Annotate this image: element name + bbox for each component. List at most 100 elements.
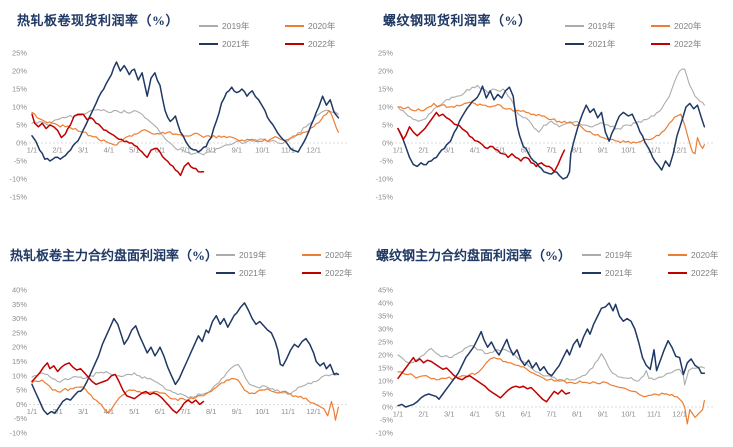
y-tick-label: 15% (12, 357, 27, 366)
x-tick-label: 7/1 (546, 146, 556, 155)
y-tick-label: 20% (12, 343, 27, 352)
y-tick-label: 25% (378, 338, 393, 347)
y-tick-label: 0% (16, 139, 27, 148)
x-tick-label: 6/1 (155, 146, 165, 155)
series-line-2020 (31, 109, 339, 146)
legend-item-2020: 2020年 (285, 20, 371, 31)
chart-legend: 2019年 2020年 2021年 2022年 (582, 249, 733, 278)
legend-swatch-icon (582, 271, 601, 274)
series-line-2020 (31, 377, 339, 421)
x-tick-label: 12/1 (306, 407, 321, 416)
series-line-2020 (397, 356, 705, 425)
legend-swatch-icon (302, 271, 321, 274)
x-tick-label: 11/1 (281, 146, 295, 155)
x-tick-label: 2/1 (52, 407, 62, 416)
y-tick-label: 0% (382, 403, 393, 412)
y-tick-label: 20% (12, 67, 27, 76)
legend-swatch-icon (199, 42, 218, 45)
legend-swatch-icon (216, 271, 235, 274)
legend-swatch-icon (302, 253, 321, 256)
legend-label: 2019年 (239, 249, 267, 260)
legend-item-2022: 2022年 (651, 38, 733, 49)
legend-swatch-icon (651, 24, 670, 27)
legend-swatch-icon (285, 24, 304, 27)
y-tick-label: 20% (378, 351, 393, 360)
legend-label: 2021年 (605, 267, 633, 278)
x-tick-label: 12/1 (672, 146, 687, 155)
y-tick-label: 5% (16, 386, 27, 395)
legend-item-2022: 2022年 (302, 267, 388, 278)
legend-item-2019: 2019年 (216, 249, 302, 260)
x-tick-label: 4/1 (470, 410, 480, 419)
x-tick-label: 5/1 (495, 146, 505, 155)
legend-swatch-icon (216, 253, 235, 256)
y-tick-label: 5% (382, 390, 393, 399)
y-tick-label: -15% (9, 193, 27, 202)
y-tick-label: 25% (12, 328, 27, 337)
y-tick-label: 0% (16, 400, 27, 409)
x-tick-label: 11/1 (647, 410, 661, 419)
series-line-2022 (31, 362, 205, 414)
y-tick-label: 40% (12, 286, 27, 295)
chart-legend: 2019年 2020年 2021年 2022年 (565, 20, 733, 49)
y-tick-label: 0% (382, 139, 393, 148)
series-line-2022 (31, 113, 205, 177)
y-tick-label: -10% (9, 429, 27, 438)
legend-label: 2022年 (308, 38, 336, 49)
series-line-2019 (397, 345, 705, 386)
x-tick-label: 11/1 (647, 146, 661, 155)
x-tick-label: 6/1 (155, 407, 165, 416)
y-tick-label: 10% (12, 371, 27, 380)
y-tick-label: -10% (9, 175, 27, 184)
x-tick-label: 1/1 (27, 146, 37, 155)
series-line-2021 (397, 302, 706, 408)
legend-label: 2020年 (325, 249, 353, 260)
legend-item-2019: 2019年 (582, 249, 668, 260)
y-tick-label: 5% (382, 121, 393, 130)
legend-swatch-icon (565, 24, 584, 27)
x-tick-label: 10/1 (255, 146, 270, 155)
legend-swatch-icon (668, 271, 687, 274)
x-tick-label: 8/1 (572, 410, 582, 419)
legend-label: 2020年 (308, 20, 336, 31)
legend-swatch-icon (651, 42, 670, 45)
x-tick-label: 2/1 (52, 146, 62, 155)
legend-label: 2020年 (674, 20, 702, 31)
x-tick-label: 10/1 (255, 407, 270, 416)
legend-item-2021: 2021年 (582, 267, 668, 278)
x-tick-label: 1/1 (393, 146, 403, 155)
x-tick-label: 3/1 (78, 146, 88, 155)
chart-hrc-spot-margin: 热轧板卷现货利润率（%） 2019年 2020年 2021年 2022年 25% 20%… (0, 0, 366, 240)
x-tick-label: 4/1 (104, 407, 114, 416)
legend-item-2019: 2019年 (199, 20, 285, 31)
legend-label: 2019年 (605, 249, 633, 260)
legend-label: 2021年 (222, 38, 250, 49)
y-tick-label: 15% (378, 85, 393, 94)
legend-label: 2022年 (674, 38, 702, 49)
legend-label: 2020年 (691, 249, 719, 260)
x-tick-label: 7/1 (546, 410, 556, 419)
legend-swatch-icon (199, 24, 218, 27)
series-line-2022 (397, 356, 571, 403)
legend-item-2022: 2022年 (285, 38, 371, 49)
legend-item-2020: 2020年 (668, 249, 733, 260)
y-tick-label: 35% (12, 300, 27, 309)
chart-plot: 25% 20% 15% 10% 5% 0% -5% -10% -15% 1/1 2/1 3/1 4/1 5… (375, 49, 713, 202)
x-tick-label: 5/1 (129, 407, 139, 416)
legend-item-2021: 2021年 (199, 38, 285, 49)
x-tick-label: 2/1 (418, 410, 428, 419)
legend-item-2021: 2021年 (216, 267, 302, 278)
x-tick-label: 9/1 (232, 146, 242, 155)
series-line-2020 (397, 101, 705, 155)
legend-label: 2019年 (588, 20, 616, 31)
x-tick-label: 1/1 (393, 410, 403, 419)
chart-hrc-futures-margin: 热轧板卷主力合约盘面利润率（%） 2019年 2020年 2021年 2022年 40… (0, 240, 366, 447)
series-line-2022 (397, 111, 566, 173)
y-tick-label: 40% (378, 299, 393, 308)
chart-plot: 25% 20% 15% 10% 5% 0% -5% -10% -15% 1/1 2/1 3/1 4/1 5… (9, 49, 347, 202)
y-tick-label: -5% (14, 157, 28, 166)
y-tick-label: 30% (378, 325, 393, 334)
legend-swatch-icon (668, 253, 687, 256)
x-tick-label: 1/1 (27, 407, 37, 416)
x-tick-label: 4/1 (470, 146, 480, 155)
